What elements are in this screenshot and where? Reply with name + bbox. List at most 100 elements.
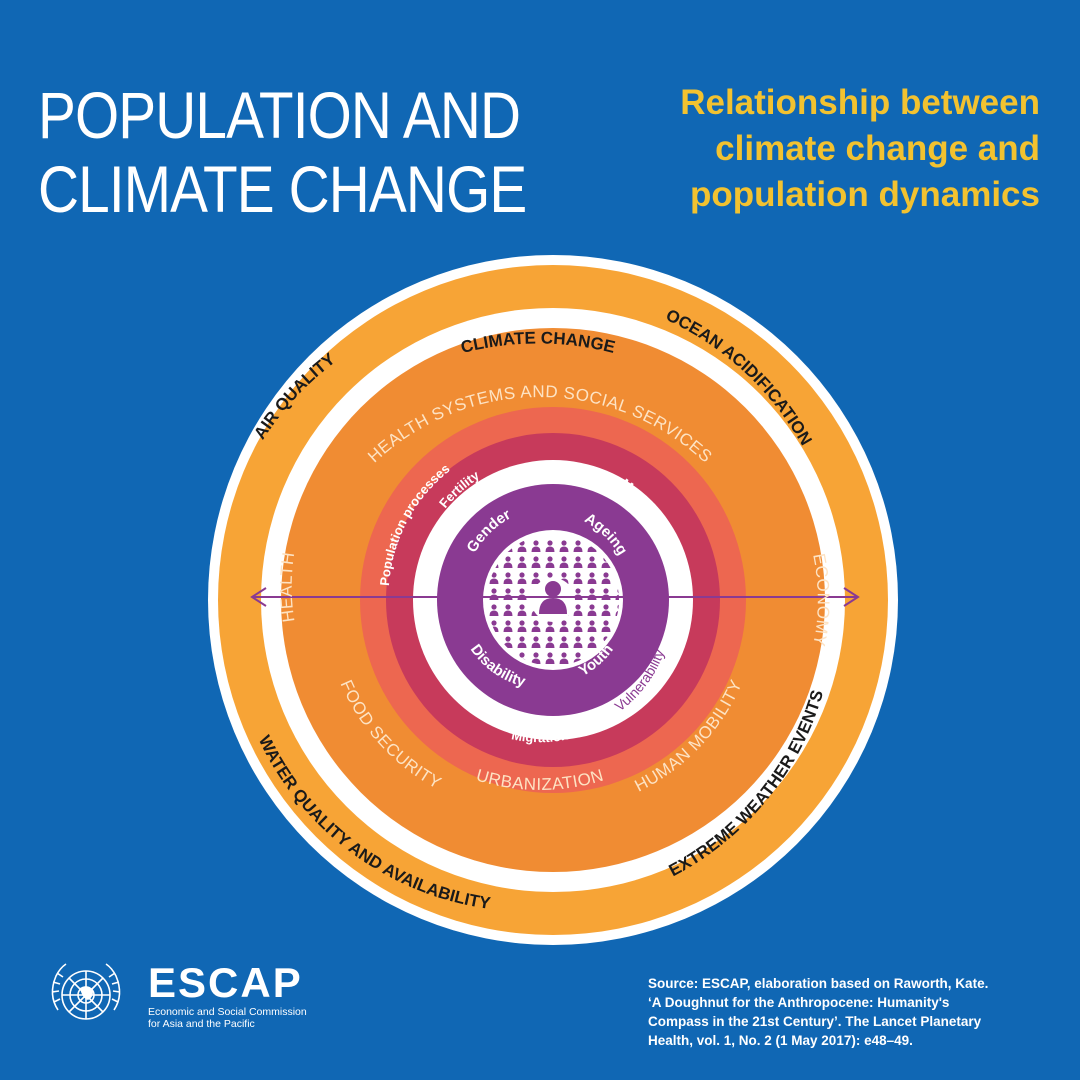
person-head bbox=[547, 556, 553, 562]
person-head bbox=[589, 636, 595, 642]
person-head bbox=[533, 652, 539, 658]
health-label: HEALTH bbox=[277, 551, 299, 624]
person-head bbox=[561, 540, 567, 546]
person-head bbox=[505, 588, 511, 594]
person-body bbox=[587, 626, 597, 632]
person-head bbox=[575, 620, 581, 626]
person-body bbox=[503, 626, 513, 632]
person-body bbox=[601, 610, 611, 616]
escap-logo: ESCAP Economic and Social Commission for… bbox=[40, 958, 310, 1038]
person-head bbox=[561, 556, 567, 562]
person-head bbox=[533, 620, 539, 626]
person-body bbox=[531, 578, 541, 584]
person-head bbox=[491, 588, 497, 594]
person-body bbox=[517, 546, 527, 552]
person-head bbox=[519, 556, 525, 562]
migration-label: Migration bbox=[510, 727, 569, 745]
person-body bbox=[573, 562, 583, 568]
arrow-icon bbox=[761, 801, 782, 822]
person-head bbox=[519, 620, 525, 626]
person-body bbox=[573, 626, 583, 632]
person-body bbox=[545, 642, 555, 648]
person-head bbox=[589, 556, 595, 562]
person-head bbox=[603, 588, 609, 594]
person-head bbox=[575, 588, 581, 594]
person-body bbox=[503, 610, 513, 616]
logo-subtitle-line-2: for Asia and the Pacific bbox=[148, 1018, 255, 1030]
un-emblem-icon bbox=[51, 963, 121, 1020]
person-head bbox=[519, 636, 525, 642]
person-head bbox=[505, 604, 511, 610]
person-body bbox=[559, 658, 569, 664]
person-head bbox=[575, 652, 581, 658]
person-head bbox=[533, 556, 539, 562]
person-head bbox=[505, 572, 511, 578]
person-body bbox=[559, 562, 569, 568]
person-body bbox=[531, 546, 541, 552]
person-body bbox=[531, 626, 541, 632]
person-head bbox=[519, 604, 525, 610]
person-head bbox=[519, 572, 525, 578]
person-head bbox=[589, 620, 595, 626]
person-head bbox=[547, 540, 553, 546]
person-body bbox=[545, 546, 555, 552]
source-line-4: Health, vol. 1, No. 2 (1 May 2017): e48–… bbox=[648, 1033, 913, 1048]
person-body bbox=[517, 578, 527, 584]
person-head bbox=[575, 604, 581, 610]
person-head bbox=[575, 556, 581, 562]
person-body bbox=[559, 546, 569, 552]
person-head bbox=[533, 540, 539, 546]
subtitle-line-2: climate change and bbox=[715, 129, 1040, 168]
person-head bbox=[603, 620, 609, 626]
source-line-2: ‘A Doughnut for the Anthropocene: Humani… bbox=[648, 995, 950, 1010]
person-body bbox=[531, 658, 541, 664]
source-line-3: Compass in the 21st Century’. The Lancet… bbox=[648, 1014, 982, 1029]
title-line-1: POPULATION AND bbox=[38, 78, 521, 152]
arrow-icon bbox=[324, 801, 345, 822]
person-head bbox=[491, 620, 497, 626]
person-head bbox=[589, 588, 595, 594]
arrow-icon bbox=[761, 378, 782, 399]
person-body bbox=[545, 562, 555, 568]
person-body bbox=[517, 642, 527, 648]
person-head bbox=[547, 572, 553, 578]
person-head bbox=[491, 604, 497, 610]
person-body bbox=[489, 578, 499, 584]
person-head bbox=[519, 588, 525, 594]
person-head bbox=[603, 604, 609, 610]
arrow-icon bbox=[324, 378, 345, 399]
person-body bbox=[531, 642, 541, 648]
inward-arrows bbox=[324, 292, 782, 822]
person-head bbox=[575, 572, 581, 578]
person-head bbox=[561, 652, 567, 658]
person-body bbox=[517, 610, 527, 616]
person-body bbox=[545, 626, 555, 632]
person-body bbox=[587, 642, 597, 648]
person-body bbox=[503, 562, 513, 568]
person-body bbox=[587, 578, 597, 584]
person-body bbox=[573, 578, 583, 584]
person-head bbox=[533, 636, 539, 642]
logo-name: ESCAP bbox=[148, 959, 303, 1006]
person-head bbox=[505, 556, 511, 562]
source-line-1: Source: ESCAP, elaboration based on Rawo… bbox=[648, 976, 989, 991]
person-head bbox=[575, 636, 581, 642]
person-body bbox=[559, 642, 569, 648]
person-icon bbox=[539, 581, 567, 614]
person-body bbox=[587, 562, 597, 568]
arrow-icon bbox=[539, 292, 567, 308]
person-head bbox=[561, 620, 567, 626]
person-head bbox=[589, 604, 595, 610]
person-body bbox=[489, 610, 499, 616]
person-head bbox=[491, 572, 497, 578]
person-body bbox=[601, 626, 611, 632]
person-head bbox=[561, 636, 567, 642]
person-body bbox=[531, 562, 541, 568]
person-body bbox=[573, 546, 583, 552]
person-body bbox=[503, 578, 513, 584]
person-head bbox=[547, 652, 553, 658]
person-body bbox=[517, 562, 527, 568]
person-body bbox=[573, 610, 583, 616]
subtitle-line-3: population dynamics bbox=[689, 175, 1040, 214]
